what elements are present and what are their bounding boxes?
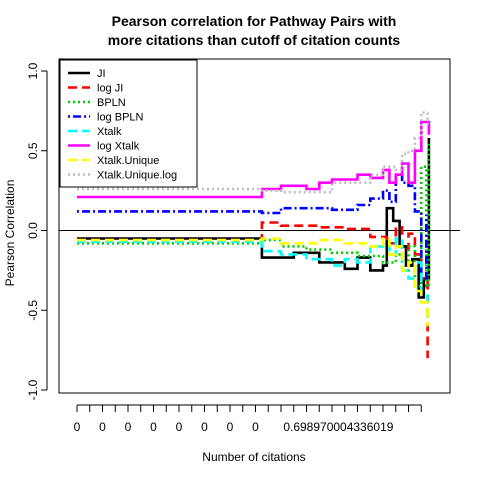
plot-frame bbox=[58, 58, 451, 394]
legend-label: log BPLN bbox=[97, 112, 144, 124]
series-layer bbox=[77, 111, 431, 359]
x-tick-label: 0 bbox=[74, 420, 81, 434]
y-axis: -1.0 -0.5 0.0 0.5 1.0 bbox=[26, 62, 48, 400]
x-tick-label: 0 bbox=[176, 420, 183, 434]
legend: JI log JI BPLN log BPLN Xtalk log Xtalk Xtalk.… bbox=[59, 59, 198, 188]
series-line-log-ji bbox=[77, 221, 429, 359]
legend-label: log JI bbox=[97, 83, 123, 95]
y-tick-label: 0.5 bbox=[26, 142, 40, 159]
series-line-ji bbox=[77, 138, 431, 299]
chart-title-line-1: Pearson correlation for Pathway Pairs wi… bbox=[112, 13, 397, 29]
series-line-xtalk-unique bbox=[77, 237, 429, 327]
x-tick-label: 0 bbox=[125, 420, 132, 434]
legend-label: Xtalk bbox=[97, 126, 122, 138]
legend-label: BPLN bbox=[97, 97, 126, 109]
y-tick-label: 1.0 bbox=[26, 62, 40, 79]
legend-box bbox=[59, 59, 198, 188]
series-line-bpln bbox=[77, 142, 431, 288]
x-tick-label: 0 bbox=[99, 420, 106, 434]
y-tick-label: 0.0 bbox=[26, 222, 40, 239]
x-tick-label: 0 bbox=[201, 420, 208, 434]
y-axis-label: Pearson Correlation bbox=[3, 180, 17, 287]
series-line-log-xtalk bbox=[77, 120, 431, 199]
x-tick-label: 0 bbox=[227, 420, 234, 434]
y-tick-label: -1.0 bbox=[26, 379, 40, 400]
y-tick-label: -0.5 bbox=[26, 300, 40, 321]
x-axis: 0 0 0 0 0 0 0 0 0.698970004336019 bbox=[74, 404, 422, 434]
x-axis-label: Number of citations bbox=[202, 450, 305, 464]
series-line-xtalk bbox=[77, 237, 429, 319]
legend-label: Xtalk.Unique.log bbox=[97, 170, 177, 182]
series-line-xtalk-unique-log bbox=[77, 111, 429, 194]
chart-title-line-2: more citations than cutoff of citation c… bbox=[108, 32, 401, 48]
legend-label: log Xtalk bbox=[97, 141, 140, 153]
legend-label: JI bbox=[97, 68, 106, 80]
legend-label: Xtalk.Unique bbox=[97, 155, 159, 167]
x-tick-label: 0.698970004336019 bbox=[283, 420, 393, 434]
x-tick-label: 0 bbox=[252, 420, 259, 434]
series-line-log-bpln bbox=[77, 173, 428, 280]
x-tick-label: 0 bbox=[150, 420, 157, 434]
